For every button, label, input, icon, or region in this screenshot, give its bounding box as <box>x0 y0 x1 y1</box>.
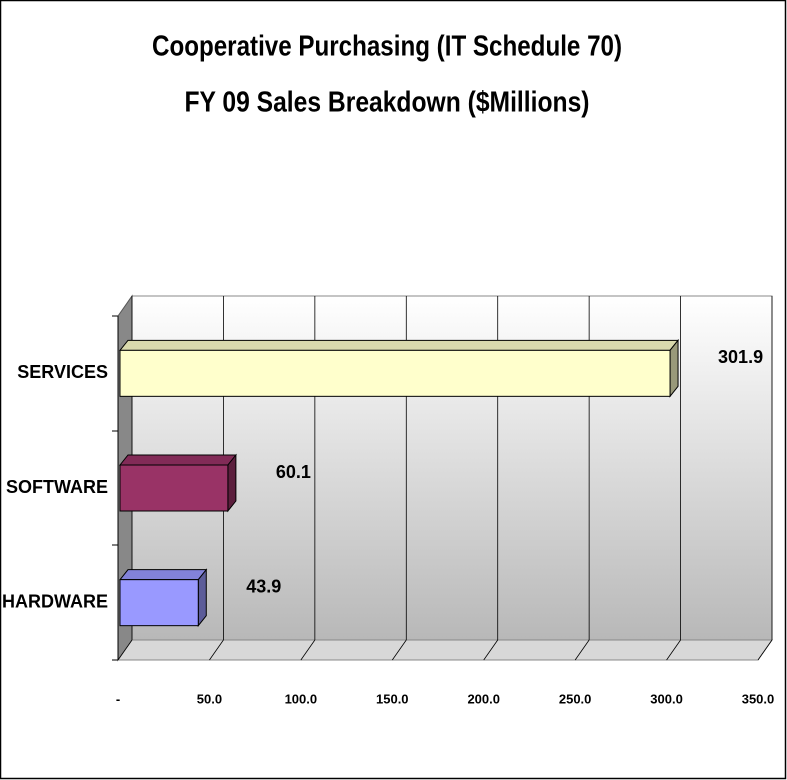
value-label: 301.9 <box>718 347 763 367</box>
bar <box>119 579 199 627</box>
category-label: SOFTWARE <box>6 477 108 497</box>
x-tick-label: 150.0 <box>376 691 409 706</box>
bar-top <box>118 454 237 466</box>
x-tick-label: - <box>116 691 120 706</box>
bar <box>119 464 229 512</box>
x-tick-label: 200.0 <box>467 691 500 706</box>
x-tick-label: 300.0 <box>650 691 683 706</box>
bar-top <box>118 569 208 581</box>
floor-grid-line <box>300 639 316 661</box>
floor-grid-line <box>209 639 224 661</box>
floor-grid-line <box>666 639 681 661</box>
category-label: SERVICES <box>17 362 108 382</box>
floor-grid-line <box>391 639 407 661</box>
bar <box>119 349 671 397</box>
x-tick-label: 250.0 <box>559 691 592 706</box>
chart-subtitle: FY 09 Sales Breakdown ($Millions) <box>185 87 590 119</box>
category-label: HARDWARE <box>2 591 108 611</box>
floor-grid-line <box>483 639 499 661</box>
bar-top <box>118 339 680 351</box>
bar-side <box>197 568 207 628</box>
floor-grid-line <box>574 639 590 661</box>
x-tick-label: 100.0 <box>285 691 318 706</box>
chart-title: Cooperative Purchasing (IT Schedule 70) <box>152 31 622 63</box>
x-tick-label: 350.0 <box>742 691 775 706</box>
bar-side <box>669 338 679 398</box>
value-label: 60.1 <box>276 462 311 482</box>
x-tick-label: 50.0 <box>197 691 222 706</box>
bar-side <box>227 453 237 513</box>
value-label: 43.9 <box>246 576 281 596</box>
floor-grid-line <box>757 639 773 661</box>
floor-grid-line <box>117 639 133 661</box>
